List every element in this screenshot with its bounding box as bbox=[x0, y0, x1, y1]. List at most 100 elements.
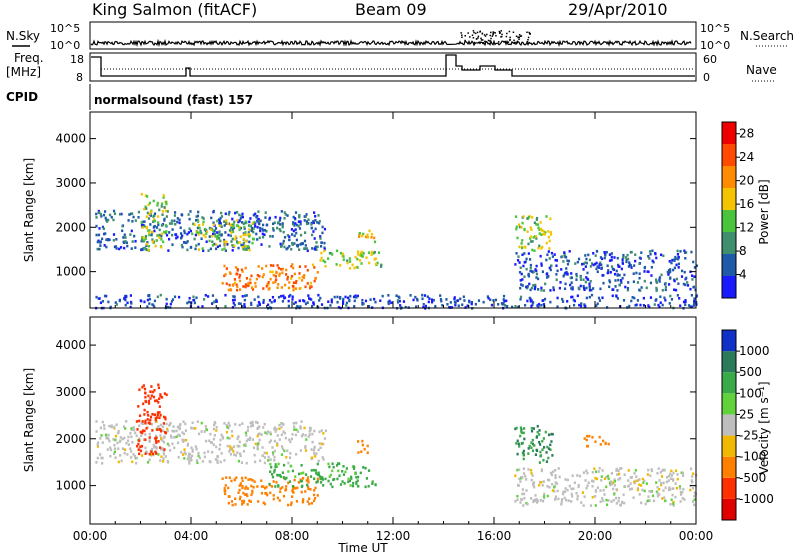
velocity-cell bbox=[163, 448, 166, 451]
power-cell bbox=[141, 226, 144, 229]
velocity-cell bbox=[333, 477, 336, 481]
power-cell bbox=[398, 299, 401, 303]
velocity-cell bbox=[230, 500, 234, 503]
ytick-label: 4000 bbox=[55, 338, 86, 352]
power-cell bbox=[649, 252, 652, 256]
velocity-cell bbox=[560, 498, 564, 501]
velocity-cell bbox=[314, 486, 317, 490]
power-cell bbox=[310, 223, 313, 226]
velocity-cell bbox=[279, 487, 282, 490]
velocity-cell bbox=[339, 483, 343, 486]
power-cell bbox=[299, 220, 302, 223]
power-cell bbox=[267, 303, 270, 307]
power-cell bbox=[598, 263, 601, 266]
power-cell bbox=[570, 295, 573, 299]
velocity-cell bbox=[309, 427, 312, 430]
power-cell bbox=[230, 240, 233, 243]
power-cell bbox=[113, 212, 117, 216]
power-cell bbox=[239, 226, 243, 230]
velocity-cell bbox=[299, 449, 302, 452]
velocity-cell bbox=[239, 454, 242, 458]
power-cell bbox=[576, 260, 579, 264]
velocity-cell bbox=[612, 487, 615, 491]
colorbar-segment bbox=[722, 330, 736, 352]
power-cell bbox=[502, 294, 506, 298]
velocity-cell bbox=[660, 483, 663, 487]
velocity-cell bbox=[530, 446, 533, 450]
velocity-cell bbox=[104, 433, 108, 437]
velocity-cell bbox=[519, 434, 522, 438]
power-cell bbox=[121, 224, 124, 228]
power-cell bbox=[284, 283, 287, 287]
velocity-cell bbox=[153, 413, 156, 417]
power-cell bbox=[642, 296, 645, 300]
velocity-cell bbox=[301, 476, 305, 480]
power-cell bbox=[115, 247, 118, 250]
power-cell bbox=[542, 289, 546, 292]
velocity-cell bbox=[307, 487, 310, 491]
power-cell bbox=[576, 294, 579, 298]
xtick-label: 00:00 bbox=[679, 529, 714, 543]
velocity-cell bbox=[593, 467, 596, 471]
velocity-cell bbox=[197, 451, 200, 455]
power-cell bbox=[131, 240, 134, 243]
power-cell bbox=[304, 302, 308, 306]
power-cell bbox=[535, 216, 539, 220]
power-cell bbox=[686, 284, 690, 287]
power-cell bbox=[143, 207, 146, 211]
power-cell bbox=[198, 226, 201, 230]
power-cell bbox=[291, 243, 294, 246]
power-cell bbox=[186, 232, 189, 236]
power-cell bbox=[140, 192, 143, 196]
power-cell bbox=[102, 227, 105, 231]
power-cell bbox=[206, 295, 210, 298]
velocity-cell bbox=[162, 422, 165, 425]
velocity-cell bbox=[317, 471, 320, 475]
power-cell bbox=[293, 242, 296, 245]
velocity-cell bbox=[321, 456, 324, 459]
power-cell bbox=[257, 295, 260, 299]
velocity-cell bbox=[197, 454, 200, 458]
velocity-cell bbox=[163, 392, 166, 395]
noise-search-dot bbox=[518, 36, 521, 39]
power-cell bbox=[179, 236, 183, 240]
power-cell bbox=[309, 286, 312, 290]
velocity-colorbar-tick-label: -500 bbox=[739, 471, 766, 485]
velocity-cell bbox=[246, 503, 249, 506]
velocity-cell bbox=[250, 484, 253, 488]
power-cell bbox=[119, 246, 123, 249]
velocity-cell bbox=[691, 500, 695, 503]
velocity-cell bbox=[602, 499, 605, 503]
power-cell bbox=[354, 255, 357, 259]
power-cell bbox=[414, 295, 417, 299]
power-cell bbox=[368, 229, 371, 233]
velocity-cell bbox=[661, 469, 664, 472]
velocity-cell bbox=[306, 485, 310, 489]
velocity-cell bbox=[287, 503, 290, 507]
velocity-cell bbox=[200, 421, 203, 425]
velocity-cell bbox=[203, 430, 206, 433]
power-cell bbox=[319, 235, 322, 238]
power-cell bbox=[530, 228, 533, 231]
power-cell bbox=[241, 212, 244, 216]
power-cell bbox=[229, 223, 232, 226]
power-cell bbox=[238, 276, 241, 279]
velocity-cell bbox=[366, 444, 369, 448]
velocity-cell bbox=[341, 469, 344, 473]
power-cell bbox=[279, 245, 283, 248]
power-cell bbox=[263, 228, 267, 232]
power-cell bbox=[380, 263, 383, 267]
power-cell bbox=[171, 298, 175, 301]
velocity-cell bbox=[143, 429, 146, 433]
velocity-cell bbox=[291, 432, 294, 436]
power-cell bbox=[238, 219, 241, 222]
noise-search-dot bbox=[464, 39, 466, 42]
colorbar-segment bbox=[722, 210, 736, 232]
power-cell bbox=[361, 303, 364, 306]
velocity-cell bbox=[192, 427, 195, 430]
velocity-cell bbox=[591, 436, 594, 439]
velocity-cell bbox=[343, 482, 346, 485]
power-cell bbox=[145, 242, 148, 246]
velocity-cell bbox=[158, 405, 161, 408]
power-cell bbox=[124, 236, 127, 239]
